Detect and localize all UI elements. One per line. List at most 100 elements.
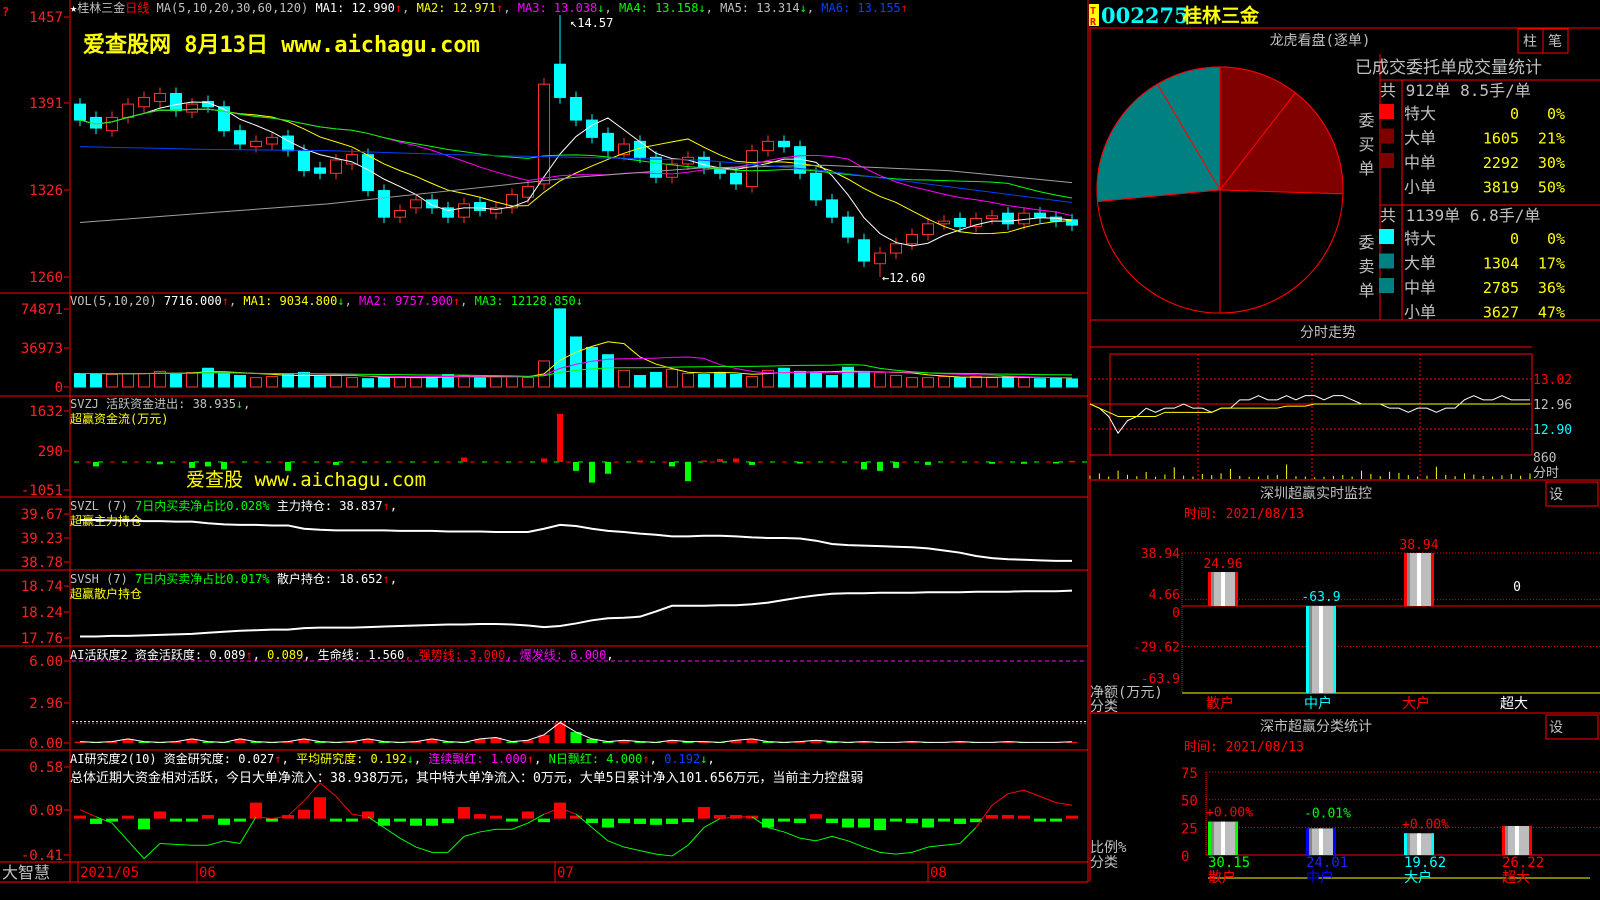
research-bar bbox=[1002, 815, 1014, 819]
order-volume: 3819 bbox=[1483, 179, 1519, 197]
legend-swatch bbox=[1379, 253, 1394, 269]
huoyue-legend-segment: , bbox=[253, 648, 267, 662]
yanjiu-legend-segment: ↓ bbox=[407, 752, 414, 766]
candle bbox=[778, 140, 790, 148]
research-line-segment bbox=[207, 840, 225, 846]
research-bar bbox=[394, 818, 406, 822]
order-percent: 21% bbox=[1538, 130, 1565, 148]
order-percent: 47% bbox=[1538, 304, 1565, 322]
research-line-segment bbox=[767, 827, 785, 833]
view-button[interactable] bbox=[1542, 28, 1569, 54]
vol-legend-segment: ↑ bbox=[453, 294, 460, 308]
fund-flow-bar bbox=[877, 462, 883, 471]
research-bar bbox=[410, 818, 422, 826]
candle bbox=[602, 132, 614, 152]
research-bar bbox=[810, 814, 822, 819]
order-volume: 0 bbox=[1510, 105, 1519, 123]
kline-legend-segment: ↑ bbox=[395, 1, 402, 15]
fund-flow-bar bbox=[893, 462, 899, 468]
yanjiu-legend-segment: AI研究度2(10) 资金研究度: 0.027 bbox=[70, 751, 274, 766]
research-bar bbox=[186, 818, 198, 822]
order-volume: 2292 bbox=[1483, 154, 1519, 172]
classify-category: 散户 bbox=[1208, 869, 1236, 886]
research-line-segment bbox=[319, 782, 337, 797]
research-bar bbox=[474, 814, 486, 819]
research-bar bbox=[554, 802, 566, 819]
candle bbox=[218, 106, 230, 132]
fund-flow-bar bbox=[93, 462, 99, 467]
research-line-segment bbox=[815, 835, 833, 842]
volume-bar bbox=[666, 368, 678, 388]
watermark: 爱查股网 8月13日 www.aichagu.com bbox=[83, 33, 480, 58]
research-bar bbox=[122, 815, 134, 819]
activity-bar bbox=[682, 741, 694, 743]
volume-bar bbox=[74, 372, 86, 388]
classify-bar-edge bbox=[1529, 825, 1532, 855]
activity-bar bbox=[378, 741, 390, 743]
order-percent: 17% bbox=[1538, 255, 1565, 273]
candle bbox=[138, 96, 150, 108]
research-line-segment bbox=[607, 840, 625, 848]
huoyue-axis-tick: 0.00 bbox=[29, 736, 63, 752]
candle bbox=[954, 217, 966, 227]
kline-legend-segment: 桂林三金 bbox=[77, 0, 125, 15]
svsh-subtitle: 超赢散户持仓 bbox=[70, 586, 142, 601]
monitor-bar-edge bbox=[1208, 572, 1211, 606]
candle bbox=[1002, 212, 1014, 225]
volume-bar bbox=[298, 371, 310, 388]
volume-bar bbox=[810, 371, 822, 388]
activity-line bbox=[79, 721, 1073, 743]
monitor-settings-button[interactable] bbox=[1545, 481, 1599, 507]
candle bbox=[890, 243, 902, 254]
activity-bar bbox=[314, 741, 326, 743]
research-bar bbox=[218, 818, 230, 825]
candle bbox=[394, 210, 406, 218]
activity-bar bbox=[234, 738, 246, 743]
yanjiu-legend-segment: N日飘红: 4.000 bbox=[549, 751, 643, 766]
classify-xlabel: 分类 bbox=[1090, 855, 1118, 871]
svzj-axis-tick: 1632 bbox=[29, 404, 63, 420]
pie-slice-buy bbox=[1219, 92, 1344, 195]
volume-bar bbox=[634, 375, 646, 388]
fund-flow-bar bbox=[205, 462, 211, 467]
kline-legend-segment: ↓ bbox=[698, 1, 705, 15]
kline-legend-segment: , bbox=[605, 1, 619, 15]
volume-bar bbox=[106, 373, 118, 388]
research-bar bbox=[442, 818, 454, 824]
monitor-tick: 0 bbox=[1172, 606, 1180, 621]
research-line-segment bbox=[895, 851, 913, 855]
view-button[interactable] bbox=[1517, 28, 1544, 54]
monitor-tick: -29.62 bbox=[1133, 640, 1180, 655]
vol-legend-segment: ↓ bbox=[337, 294, 344, 308]
classify-settings-label: 设 bbox=[1549, 720, 1563, 736]
research-line-segment bbox=[703, 818, 721, 828]
research-line-segment bbox=[975, 804, 993, 828]
classify-tick: 25 bbox=[1181, 821, 1198, 837]
fund-flow-bar bbox=[749, 462, 755, 465]
kline-legend-segment: , bbox=[807, 1, 821, 15]
classify-settings-button[interactable] bbox=[1545, 714, 1599, 740]
fund-flow-bar bbox=[797, 462, 803, 464]
research-line-segment bbox=[111, 822, 129, 842]
date-label: 07 bbox=[557, 865, 574, 881]
volume-bar bbox=[122, 372, 134, 388]
classify-category: 大户 bbox=[1404, 869, 1432, 886]
huoyue-legend-segment: , 强势线: 3.000 bbox=[404, 648, 505, 662]
huoyue-legend-segment: , bbox=[606, 648, 613, 662]
research-line-segment bbox=[671, 844, 689, 857]
tr-badge bbox=[1089, 4, 1099, 26]
kline-legend-segment: ↓ bbox=[800, 1, 807, 15]
volume-bar bbox=[938, 376, 950, 388]
activity-bar bbox=[554, 722, 566, 743]
research-line-segment bbox=[415, 846, 433, 853]
research-line-segment bbox=[367, 816, 385, 828]
research-line-segment bbox=[719, 816, 737, 820]
research-bar bbox=[970, 818, 982, 823]
help-icon[interactable]: ? bbox=[2, 5, 9, 19]
fund-flow-bar bbox=[717, 459, 723, 462]
research-bar bbox=[906, 818, 918, 824]
order-percent: 36% bbox=[1538, 279, 1565, 297]
svzj-legend: SVZJ 活跃资金进出: 38.935↓, bbox=[70, 396, 250, 411]
monitor-category: 中户 bbox=[1304, 695, 1332, 712]
stock-code[interactable]: 002275 bbox=[1101, 3, 1189, 28]
